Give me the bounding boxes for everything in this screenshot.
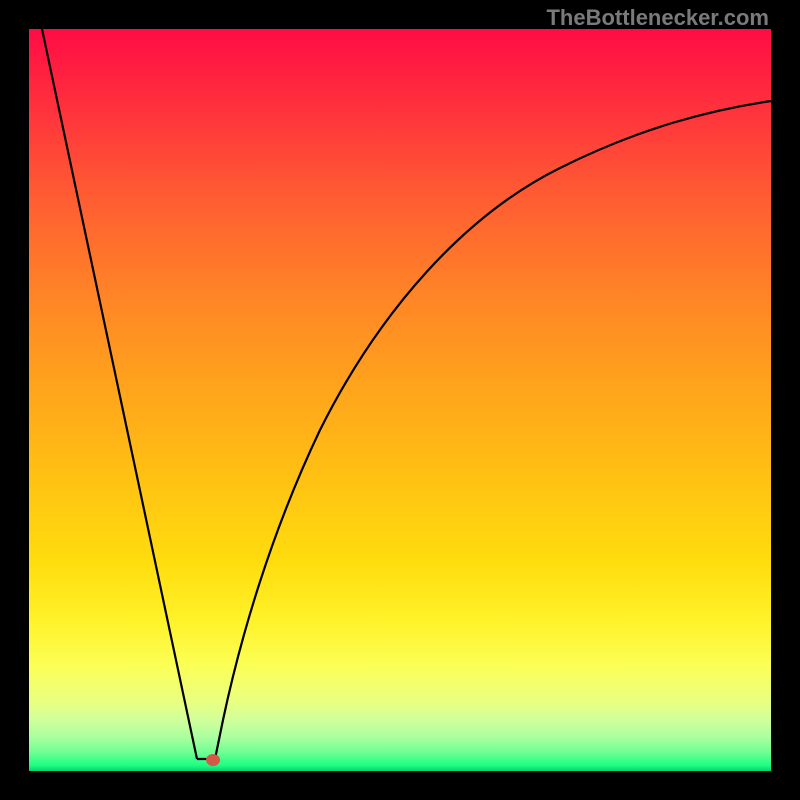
optimal-point-marker	[206, 754, 220, 766]
curve-left-descent	[42, 29, 197, 759]
watermark-text: TheBottlenecker.com	[546, 5, 769, 31]
curve-right-ascent	[215, 101, 771, 759]
bottleneck-curve	[0, 0, 800, 800]
